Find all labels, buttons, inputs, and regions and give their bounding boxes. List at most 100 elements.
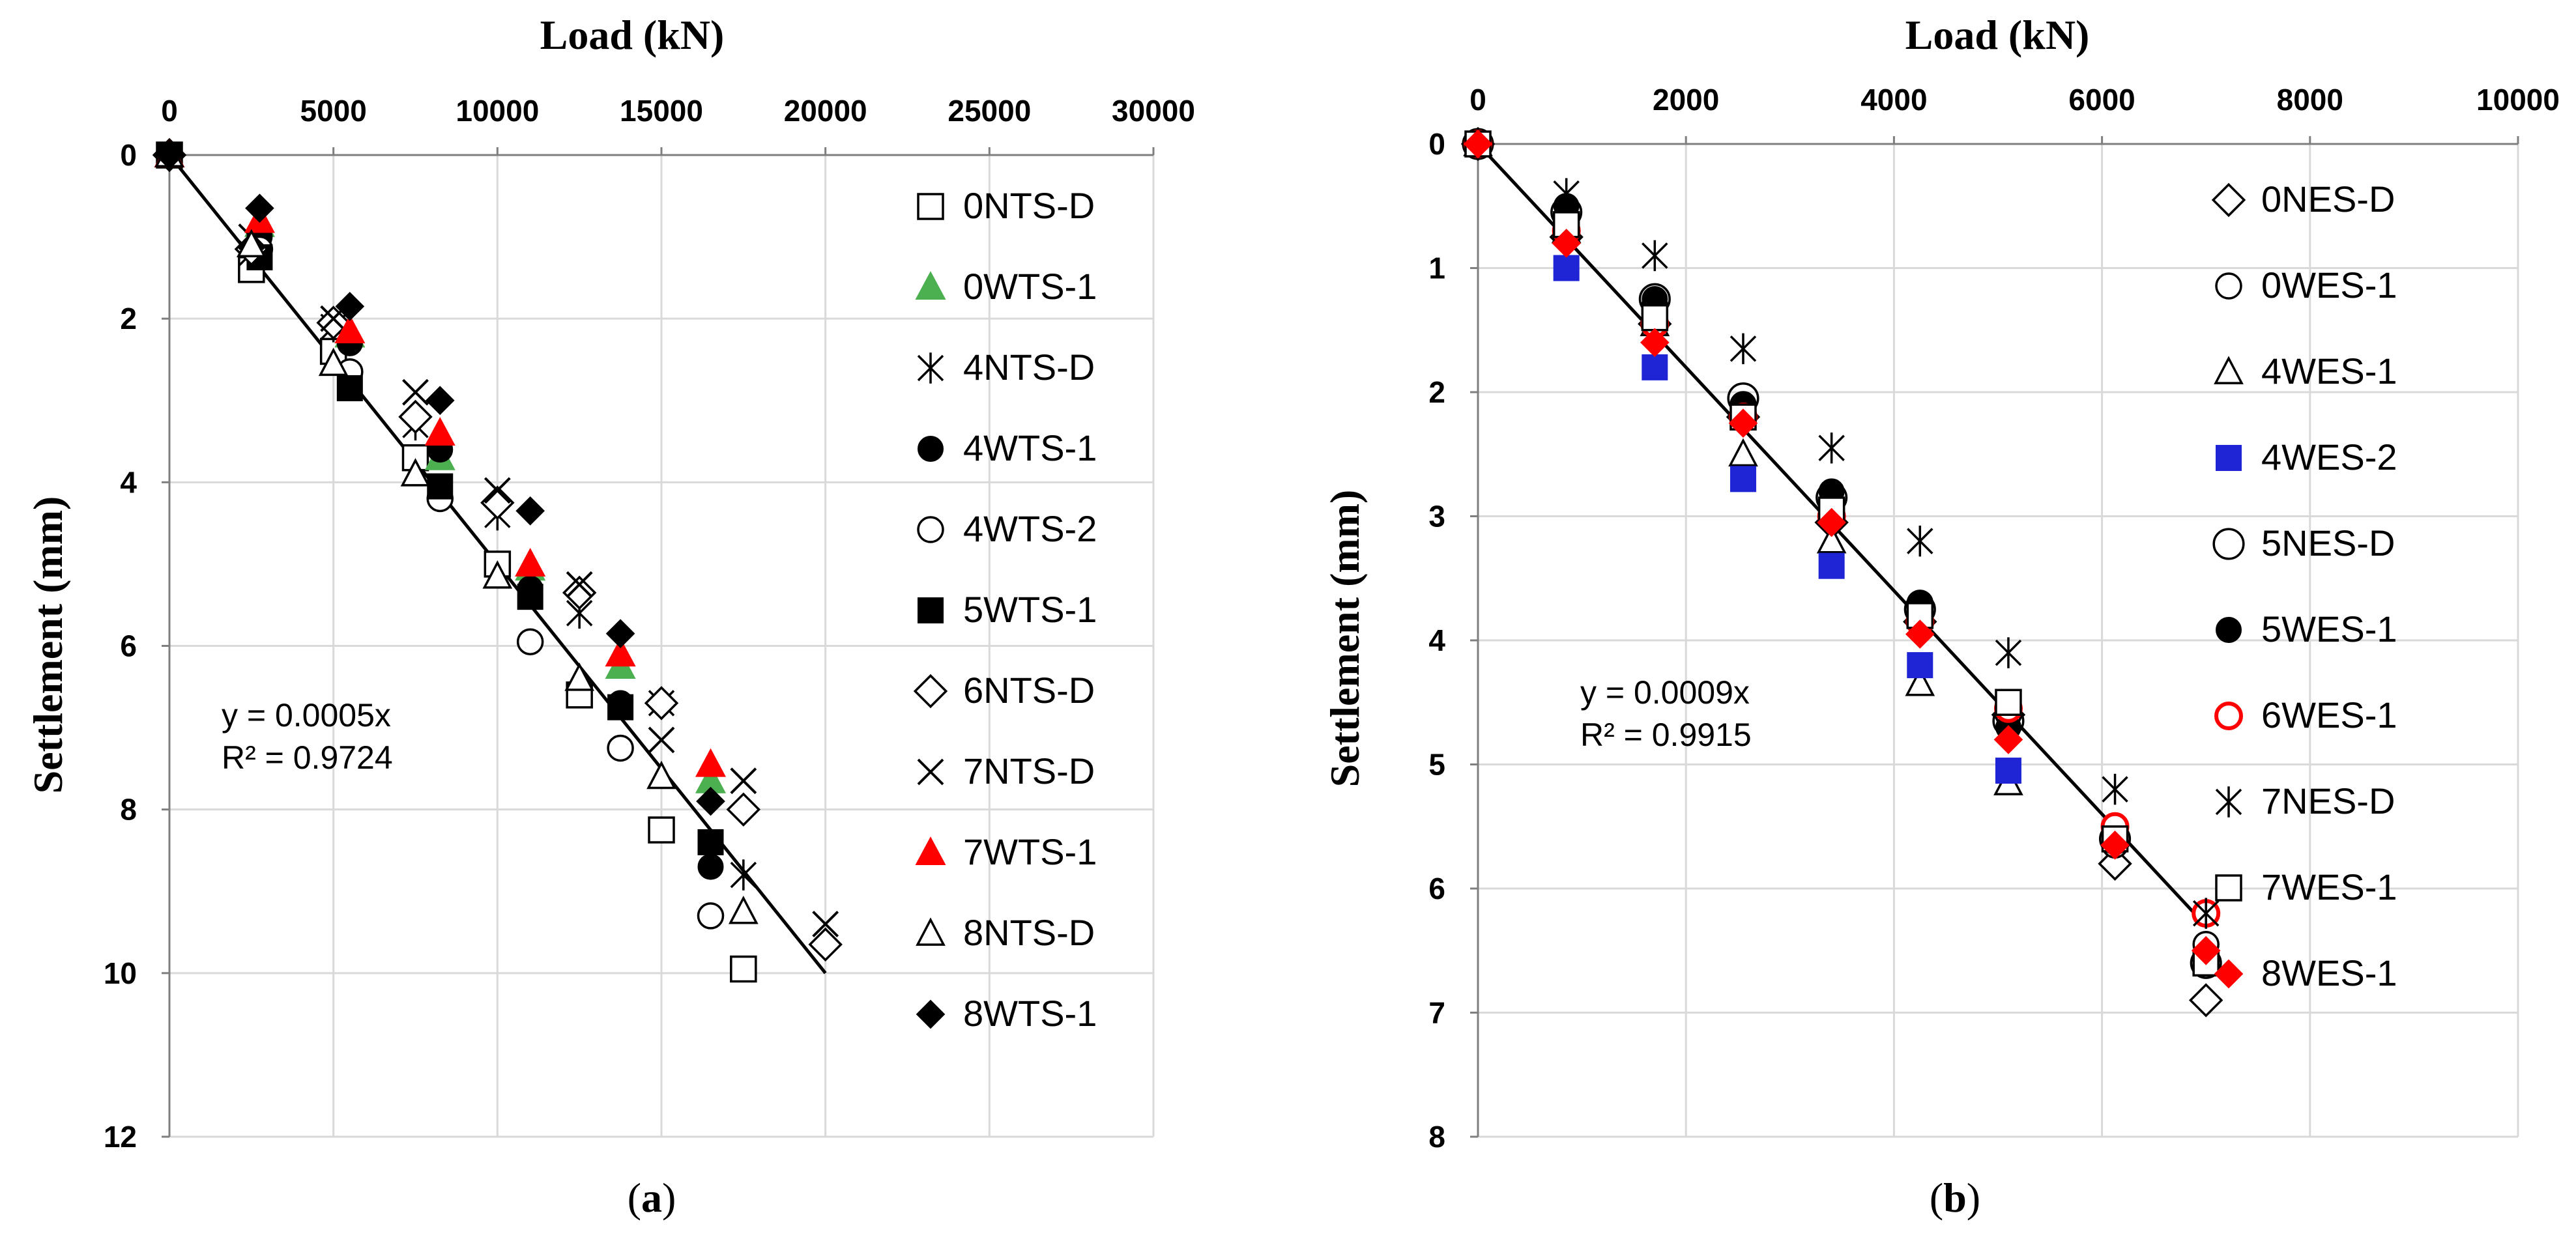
legend-marker (2211, 182, 2246, 218)
y-tick-label: 0 (120, 138, 137, 172)
y-axis-title: Settlement (mm) (25, 496, 71, 794)
legend: 0NES-D 0WES-1 4WES-1 4WES-2 5NES-D 5WES-1 6WES… (2211, 178, 2397, 993)
data-point (517, 584, 543, 610)
legend-label: 4WTS-2 (963, 508, 1097, 549)
legend-marker (913, 674, 948, 709)
y-tick-label: 5 (1428, 748, 1445, 782)
data-point (335, 292, 365, 321)
data-point (482, 560, 513, 589)
data-point (318, 347, 349, 377)
data-point (515, 547, 546, 577)
x-tick-label: 10000 (2476, 83, 2560, 117)
data-point (648, 726, 675, 754)
legend-label: 5WTS-1 (963, 589, 1097, 630)
data-point (334, 315, 366, 344)
data-point (1728, 438, 1758, 467)
x-axis-title: Load (kN) (1905, 12, 2090, 58)
legend-label: 8NTS-D (963, 912, 1095, 953)
legend-marker (917, 516, 944, 543)
data-point (605, 638, 636, 667)
x-tick-label: 10000 (456, 94, 539, 128)
legend: 0NTS-D 0WTS-1 4NTS-D 4WTS-1 4WTS-2 5WTS-1 6NTS… (913, 185, 1097, 1034)
y-tick-label: 4 (1428, 623, 1445, 657)
legend-marker (916, 917, 946, 946)
data-point (1729, 466, 1756, 492)
data-point (648, 816, 675, 844)
data-point (245, 193, 274, 223)
data-point (1995, 689, 2022, 716)
legend-label: 7NES-D (2261, 780, 2395, 821)
legend-marker (918, 597, 944, 623)
data-point (730, 767, 757, 795)
legend-marker (915, 271, 946, 300)
legend-marker (917, 758, 944, 786)
legend-label: 4NTS-D (963, 347, 1095, 388)
data-point (697, 853, 724, 880)
series-8WTS-1 (154, 140, 725, 816)
legend-marker (2216, 445, 2242, 471)
data-point (696, 786, 725, 816)
panel-label: (b) (1930, 1175, 1980, 1221)
data-point (730, 859, 757, 890)
legend-marker (2216, 617, 2242, 643)
data-point (1995, 637, 2022, 668)
data-point (154, 140, 184, 170)
chart-panel-b: 0 2000 4000 6000 8000 10000 0 1 2 3 4 5 6 7 8 Load (kN)… (1322, 12, 2560, 1221)
x-tick-label: 6000 (2068, 83, 2135, 117)
gridlines (168, 154, 1155, 1138)
series-8WES-1 (1463, 129, 2221, 965)
data-point (484, 477, 511, 504)
data-point (1729, 333, 1757, 365)
data-point (607, 694, 634, 720)
x-tick-label: 15000 (620, 94, 703, 128)
y-tick-label: 7 (1428, 996, 1445, 1030)
y-tick-label: 1 (1428, 251, 1445, 285)
x-tick-label: 30000 (1112, 94, 1195, 128)
legend-marker (917, 193, 944, 220)
data-point (1640, 328, 1670, 358)
data-point (1463, 129, 1493, 159)
x-tick-label: 5000 (300, 94, 366, 128)
data-point (1641, 304, 1669, 332)
legend-label: 0WTS-1 (963, 266, 1097, 307)
data-point (726, 792, 761, 827)
data-point (398, 399, 433, 434)
x-tick-label: 25000 (948, 94, 1031, 128)
data-point (605, 619, 635, 648)
legend-marker (2212, 528, 2245, 560)
chart-panel-a: 0 5000 10000 15000 20000 25000 30000 0 2 4 6 8 10 12 L… (25, 12, 1195, 1221)
legend-label: 8WES-1 (2261, 952, 2397, 993)
data-point (1642, 354, 1668, 380)
legend-marker (2214, 356, 2244, 384)
data-point (400, 458, 431, 487)
legend-label: 5NES-D (2261, 522, 2395, 563)
legend-marker (2214, 702, 2243, 730)
data-point (427, 473, 454, 500)
data-point (1995, 758, 2021, 784)
legend-label: 6WES-1 (2261, 694, 2397, 735)
data-point (644, 686, 679, 720)
data-point (1817, 507, 1846, 537)
legend-label: 7WES-1 (2261, 866, 2397, 907)
data-point (1816, 524, 1847, 554)
x-tick-label: 20000 (784, 94, 867, 128)
data-point (2100, 831, 2130, 860)
data-point (697, 902, 725, 930)
legend-marker (917, 352, 944, 384)
legend-label: 4WES-1 (2261, 350, 2397, 392)
y-tick-label: 2 (1428, 375, 1445, 409)
panel-letter: a (641, 1175, 662, 1221)
x-axis-title: Load (kN) (540, 12, 725, 58)
data-point (697, 829, 724, 855)
data-point (516, 628, 544, 655)
data-points (1460, 126, 2223, 1018)
data-point (1905, 668, 1935, 696)
data-point (1642, 240, 1668, 272)
data-point (425, 386, 455, 416)
data-point (1818, 432, 1845, 464)
y-tick-label: 2 (120, 302, 137, 335)
data-point (564, 662, 595, 691)
legend-label: 4WES-2 (2261, 436, 2397, 477)
legend-marker (918, 436, 944, 462)
